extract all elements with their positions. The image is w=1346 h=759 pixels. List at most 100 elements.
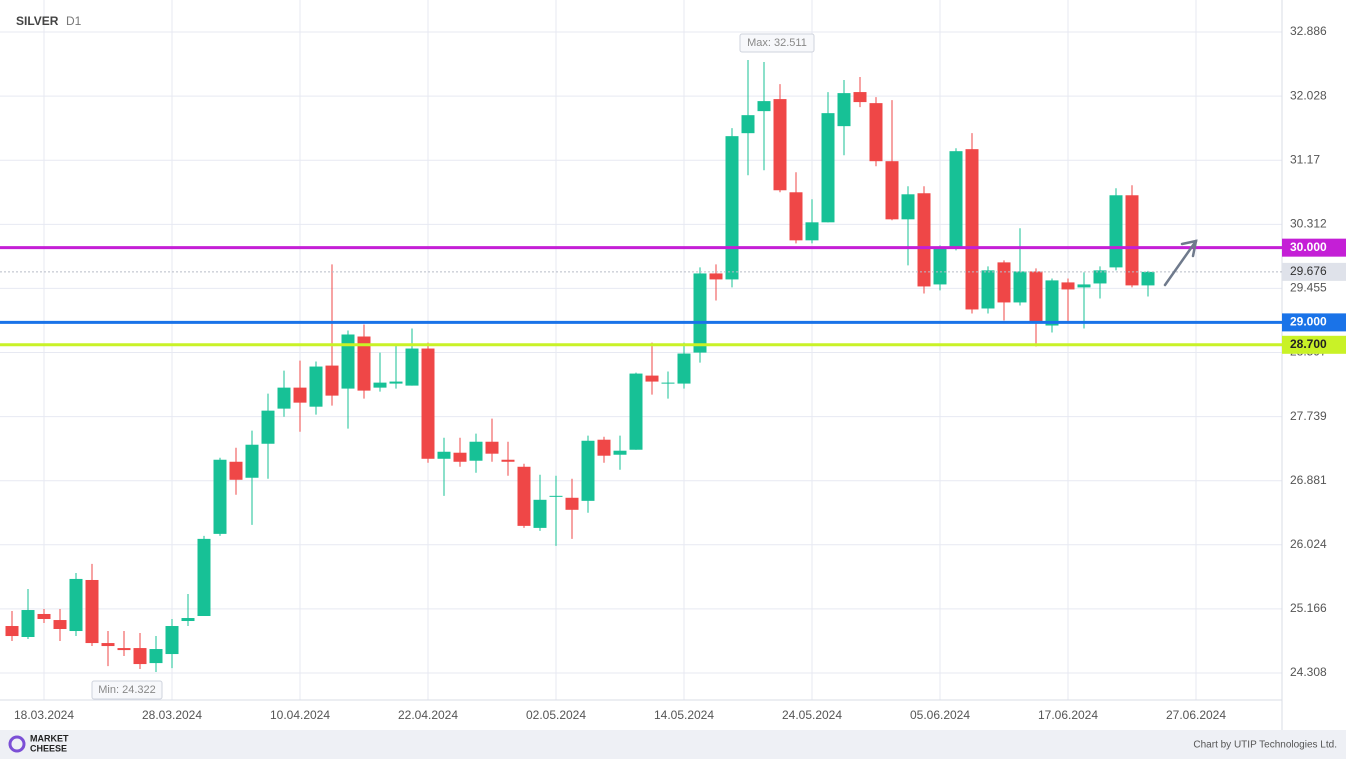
level-box — [1282, 238, 1346, 257]
candle-body — [453, 452, 467, 462]
candle-body — [709, 273, 723, 280]
candle-body — [293, 387, 307, 403]
x-tick-label: 17.06.2024 — [1038, 708, 1098, 722]
candle-body — [309, 366, 323, 407]
candle-body — [85, 579, 99, 644]
candle-body — [1061, 282, 1075, 290]
candle-body — [741, 115, 755, 134]
candle-body — [997, 262, 1011, 303]
timeframe: D1 — [66, 14, 82, 28]
candle-body — [869, 103, 883, 162]
candle-body — [101, 643, 115, 647]
symbol: SILVER — [16, 14, 59, 28]
level-box — [1282, 313, 1346, 332]
level-label: 30.000 — [1290, 240, 1327, 254]
y-tick-label: 27.739 — [1290, 409, 1327, 423]
candle-body — [181, 618, 195, 622]
candle-body — [565, 497, 579, 510]
candle-body — [725, 136, 739, 280]
candle-body — [757, 101, 771, 112]
y-tick-label: 26.024 — [1290, 537, 1327, 551]
candle-body — [469, 441, 483, 461]
x-tick-label: 02.05.2024 — [526, 708, 586, 722]
x-tick-label: 22.04.2024 — [398, 708, 458, 722]
candle-body — [373, 382, 387, 388]
candle-body — [485, 441, 499, 454]
candle-body — [853, 92, 867, 103]
logo-text: CHEESE — [30, 743, 67, 753]
y-tick-label: 32.028 — [1290, 88, 1327, 102]
y-tick-label: 32.886 — [1290, 24, 1327, 38]
candle-body — [149, 649, 163, 664]
y-tick-label: 25.166 — [1290, 601, 1327, 615]
candle-body — [933, 247, 947, 285]
candle-body — [517, 466, 531, 526]
candle-body — [661, 382, 675, 384]
y-tick-label: 29.455 — [1290, 281, 1327, 295]
candle-body — [501, 459, 515, 462]
candle-body — [789, 192, 803, 241]
candle-body — [677, 353, 691, 384]
candle-body — [837, 93, 851, 127]
candle-body — [1093, 270, 1107, 284]
candle-body — [805, 222, 819, 241]
candle-body — [37, 613, 51, 619]
candle-body — [405, 348, 419, 386]
candle-body — [357, 336, 371, 391]
candle-body — [965, 149, 979, 310]
candle-body — [949, 151, 963, 248]
logo-text: MARKET — [30, 733, 69, 743]
candle-body — [21, 610, 35, 638]
candle-body — [1125, 195, 1139, 286]
candle-body — [277, 387, 291, 409]
trend-arrow — [1163, 239, 1198, 287]
candle-body — [693, 273, 707, 353]
candle-body — [133, 648, 147, 665]
candle-body — [1013, 271, 1027, 303]
credit: Chart by UTIP Technologies Ltd. — [1193, 740, 1337, 751]
footer — [0, 730, 1346, 759]
candle-body — [165, 626, 179, 655]
logo-icon — [8, 735, 26, 753]
candle-body — [533, 499, 547, 528]
x-tick-label: 27.06.2024 — [1166, 708, 1226, 722]
x-tick-label: 14.05.2024 — [654, 708, 714, 722]
candle-body — [917, 193, 931, 287]
candle-body — [213, 459, 227, 534]
x-tick-label: 10.04.2024 — [270, 708, 330, 722]
level-box — [1282, 335, 1346, 354]
candle-body — [261, 410, 275, 444]
candle-body — [437, 451, 451, 459]
y-tick-label: 26.881 — [1290, 473, 1327, 487]
candle-body — [629, 373, 643, 450]
candle-body — [597, 439, 611, 456]
candle-body — [885, 161, 899, 220]
candle-body — [901, 194, 915, 220]
overlay — [0, 246, 1282, 347]
candle-body — [5, 626, 19, 637]
current-price-box — [1282, 262, 1346, 281]
x-tick-label: 24.05.2024 — [782, 708, 842, 722]
candle-body — [1029, 271, 1043, 324]
candle-body — [1045, 280, 1059, 326]
candle-body — [197, 538, 211, 617]
candle-body — [341, 334, 355, 389]
y-tick-label: 30.312 — [1290, 217, 1327, 231]
min-box — [91, 680, 163, 700]
level-label: 28.700 — [1290, 337, 1327, 351]
candle-body — [549, 495, 563, 497]
candle-body — [229, 461, 243, 480]
level-label: 29.000 — [1290, 315, 1327, 329]
candle-body — [69, 578, 83, 632]
candle-body — [1109, 195, 1123, 268]
candle-body — [581, 440, 595, 501]
candle-body — [981, 270, 995, 309]
candle-body — [245, 444, 259, 478]
x-tick-label: 05.06.2024 — [910, 708, 970, 722]
candle-body — [325, 365, 339, 396]
y-tick-label: 24.308 — [1290, 665, 1327, 679]
candle-body — [1141, 271, 1155, 286]
x-tick-label: 18.03.2024 — [14, 708, 74, 722]
